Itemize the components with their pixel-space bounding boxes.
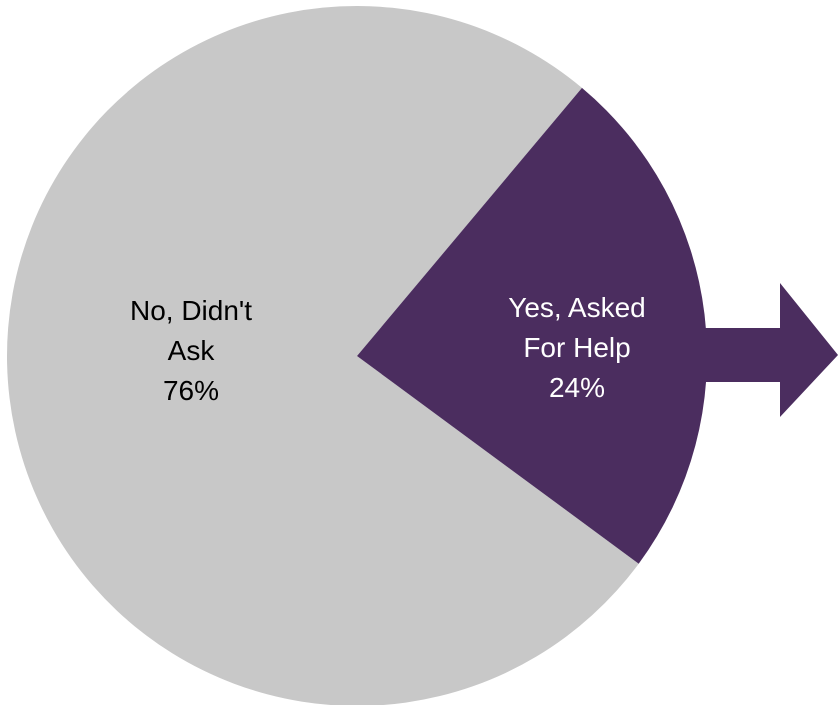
slice-label-0-line-1: Ask xyxy=(168,335,216,366)
slice-label-0-line-0: No, Didn't xyxy=(130,295,252,326)
slice-label-1-line-0: Yes, Asked xyxy=(508,292,646,323)
pie-slice-1 xyxy=(357,87,707,564)
callout-arrow xyxy=(689,283,838,417)
slice-value-label-0: 76% xyxy=(163,375,219,406)
slice-label-1-line-1: For Help xyxy=(523,332,630,363)
slice-value-label-1: 24% xyxy=(549,372,605,403)
pie-slice-0 xyxy=(7,6,639,705)
